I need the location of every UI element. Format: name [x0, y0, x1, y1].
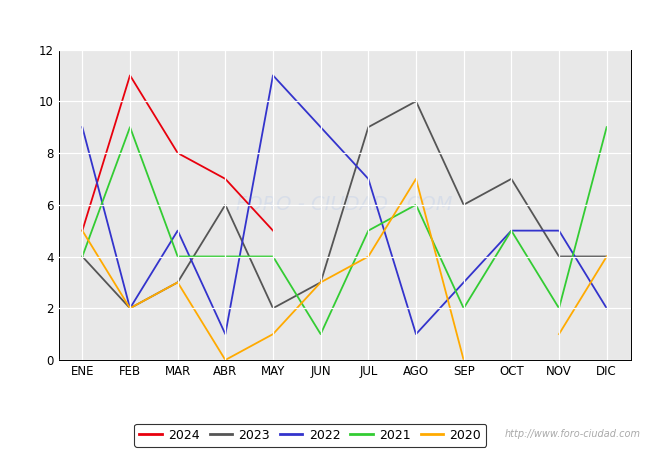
Text: FORO - CIUDAD . COM: FORO - CIUDAD . COM	[236, 195, 453, 214]
Text: Matriculaciones de Vehiculos en Tibi: Matriculaciones de Vehiculos en Tibi	[179, 13, 471, 28]
Legend: 2024, 2023, 2022, 2021, 2020: 2024, 2023, 2022, 2021, 2020	[134, 424, 486, 447]
Text: http://www.foro-ciudad.com: http://www.foro-ciudad.com	[504, 429, 640, 439]
